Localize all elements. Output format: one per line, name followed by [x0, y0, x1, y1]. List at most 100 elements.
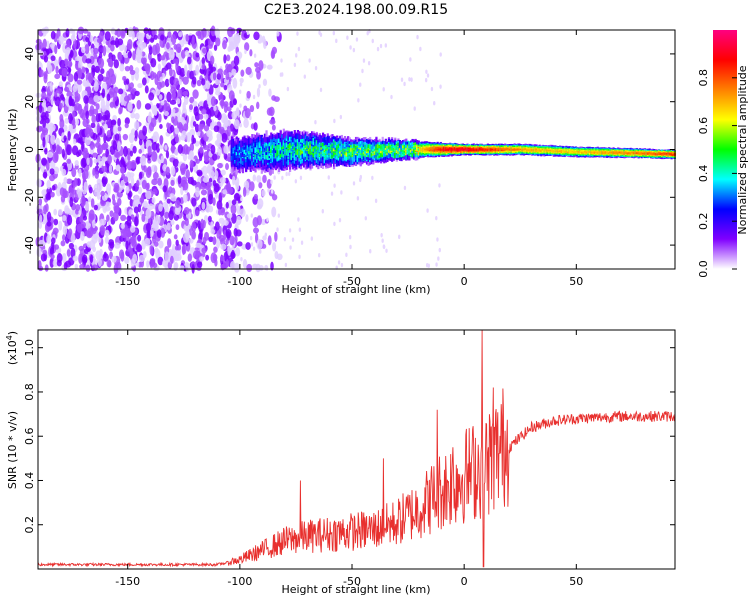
spectrogram-noise-speckle — [200, 218, 205, 230]
spectrogram-noise-speckle — [233, 193, 240, 201]
spectrogram-noise-speckle — [398, 234, 401, 240]
spectrogram-noise-speckle — [252, 227, 260, 234]
spectrogram-noise-speckle — [65, 47, 71, 55]
spectrogram-noise-speckle — [223, 145, 230, 154]
figure-title: C2E3.2024.198.00.09.R15 — [264, 2, 448, 18]
spectrogram-noise-speckle — [195, 209, 200, 217]
spectrogram-noise-speckle — [66, 158, 72, 164]
spectrogram-noise-speckle — [42, 38, 47, 49]
spectrogram-noise-speckle — [213, 105, 217, 112]
spectrogram-noise-speckle — [157, 53, 162, 62]
spectrogram-noise-speckle — [107, 220, 112, 227]
spectrogram-noise-speckle — [291, 237, 295, 242]
spectrogram-noise-speckle — [117, 88, 124, 95]
spectrogram-noise-speckle — [129, 247, 133, 255]
spectrogram-noise-speckle — [256, 70, 261, 80]
spectrogram-noise-speckle — [231, 68, 237, 76]
spectrogram-noise-speckle — [182, 90, 189, 97]
spectrogram-noise-speckle — [245, 242, 251, 250]
spectrogram-noise-speckle — [87, 231, 94, 237]
spectrogram-noise-speckle — [182, 193, 188, 203]
spectrogram-noise-speckle — [178, 78, 183, 86]
spectrogram-noise-speckle — [93, 95, 100, 103]
spectrogram-noise-speckle — [381, 238, 384, 243]
spectrogram-noise-speckle — [170, 166, 176, 176]
spectrogram-noise-speckle — [150, 117, 157, 128]
spectrogram-noise-speckle — [249, 115, 252, 121]
spectrogram-noise-speckle — [40, 253, 47, 262]
spectrogram-noise-speckle — [56, 259, 62, 267]
spectrogram-noise-speckle — [46, 234, 52, 244]
spectrogram-noise-speckle — [102, 45, 107, 57]
spectrogram-noise-speckle — [167, 238, 172, 248]
spectrogram-noise-speckle — [267, 235, 272, 246]
spectrogram-noise-speckle — [154, 247, 159, 254]
spectrogram-noise-speckle — [36, 125, 43, 133]
spectrogram-noise-speckle — [225, 162, 229, 171]
spectrogram-noise-speckle — [256, 238, 263, 250]
spectrogram-noise-speckle — [184, 64, 188, 73]
spectrogram-noise-speckle — [53, 218, 59, 226]
spectrogram-noise-speckle — [160, 55, 166, 61]
spectrogram-noise-speckle — [270, 189, 274, 194]
spectrogram-noise-speckle — [239, 77, 244, 84]
spectrogram-noise-speckle — [59, 118, 65, 129]
spectrogram-noise-speckle — [152, 221, 159, 232]
spectrogram-noise-speckle — [239, 82, 243, 87]
spectrogram-noise-speckle — [92, 219, 96, 229]
spectrogram-noise-speckle — [181, 130, 187, 138]
spectrogram-noise-speckle — [58, 81, 63, 88]
spectrogram-noise-speckle — [92, 152, 98, 158]
spectrogram-noise-speckle — [231, 199, 237, 206]
spectrogram-noise-speckle — [262, 174, 267, 184]
spectrogram-noise-speckle — [205, 254, 210, 261]
spectrogram-noise-speckle — [170, 86, 177, 94]
spectrogram-noise-speckle — [41, 127, 49, 136]
spectrogram-noise-speckle — [410, 77, 413, 82]
spectrogram-noise-speckle — [63, 177, 68, 184]
spectrogram-noise-speckle — [126, 219, 132, 227]
spectrogram-noise-speckle — [157, 63, 162, 71]
spectrogram-noise-speckle — [81, 112, 86, 121]
spectrogram-noise-speckle — [185, 169, 190, 179]
spectrogram-noise-speckle — [50, 253, 55, 260]
spectrogram-noise-speckle — [64, 117, 69, 124]
spectrogram-noise-speckle — [223, 103, 228, 114]
spectrogram-noise-speckle — [104, 236, 110, 244]
spectrogram-noise-speckle — [115, 37, 119, 49]
spectrogram-noise-speckle — [174, 200, 181, 208]
spectrogram-noise-speckle — [382, 87, 385, 92]
spectrogram-noise-speckle — [88, 186, 93, 194]
spectrogram-noise-speckle — [60, 240, 66, 247]
spectrogram-noise-speckle — [194, 123, 200, 133]
spectrogram-noise-speckle — [129, 150, 134, 157]
spectrogram-noise-speckle — [46, 179, 51, 190]
spectrogram-noise-speckle — [151, 104, 158, 115]
spectrogram-noise-speckle — [101, 105, 106, 113]
spectrogram-noise-speckle — [46, 221, 52, 227]
spectrogram-noise-speckle — [67, 231, 72, 240]
spectrogram-noise-speckle — [425, 69, 428, 74]
spectrogram-noise-speckle — [62, 234, 66, 241]
spectrogram-noise-speckle — [439, 52, 442, 57]
spectrogram-noise-speckle — [69, 50, 74, 58]
spectrogram-noise-speckle — [152, 188, 158, 195]
spectrogram-noise-speckle — [130, 225, 136, 233]
spectrogram-noise-speckle — [124, 84, 129, 90]
spectrogram-noise-speckle — [61, 148, 66, 158]
spectrogram-noise-speckle — [153, 241, 159, 247]
spectrogram-noise-speckle — [229, 235, 235, 246]
spectrogram-noise-speckle — [44, 111, 49, 120]
spectrogram-noise-speckle — [419, 46, 422, 52]
spectrogram-noise-speckle — [192, 120, 197, 127]
spectrogram-noise-speckle — [303, 74, 307, 79]
spectrogram-noise-speckle — [206, 181, 212, 188]
spectrogram-noise-speckle — [202, 144, 210, 150]
spectrogram-noise-speckle — [42, 136, 46, 148]
spectrogram-noise-speckle — [240, 257, 243, 262]
spectrogram-noise-speckle — [79, 215, 83, 223]
spectrogram-noise-speckle — [166, 62, 172, 70]
spectrogram-noise-speckle — [85, 264, 91, 272]
spectrogram-noise-speckle — [96, 122, 101, 134]
spectrogram-noise-speckle — [252, 94, 256, 100]
